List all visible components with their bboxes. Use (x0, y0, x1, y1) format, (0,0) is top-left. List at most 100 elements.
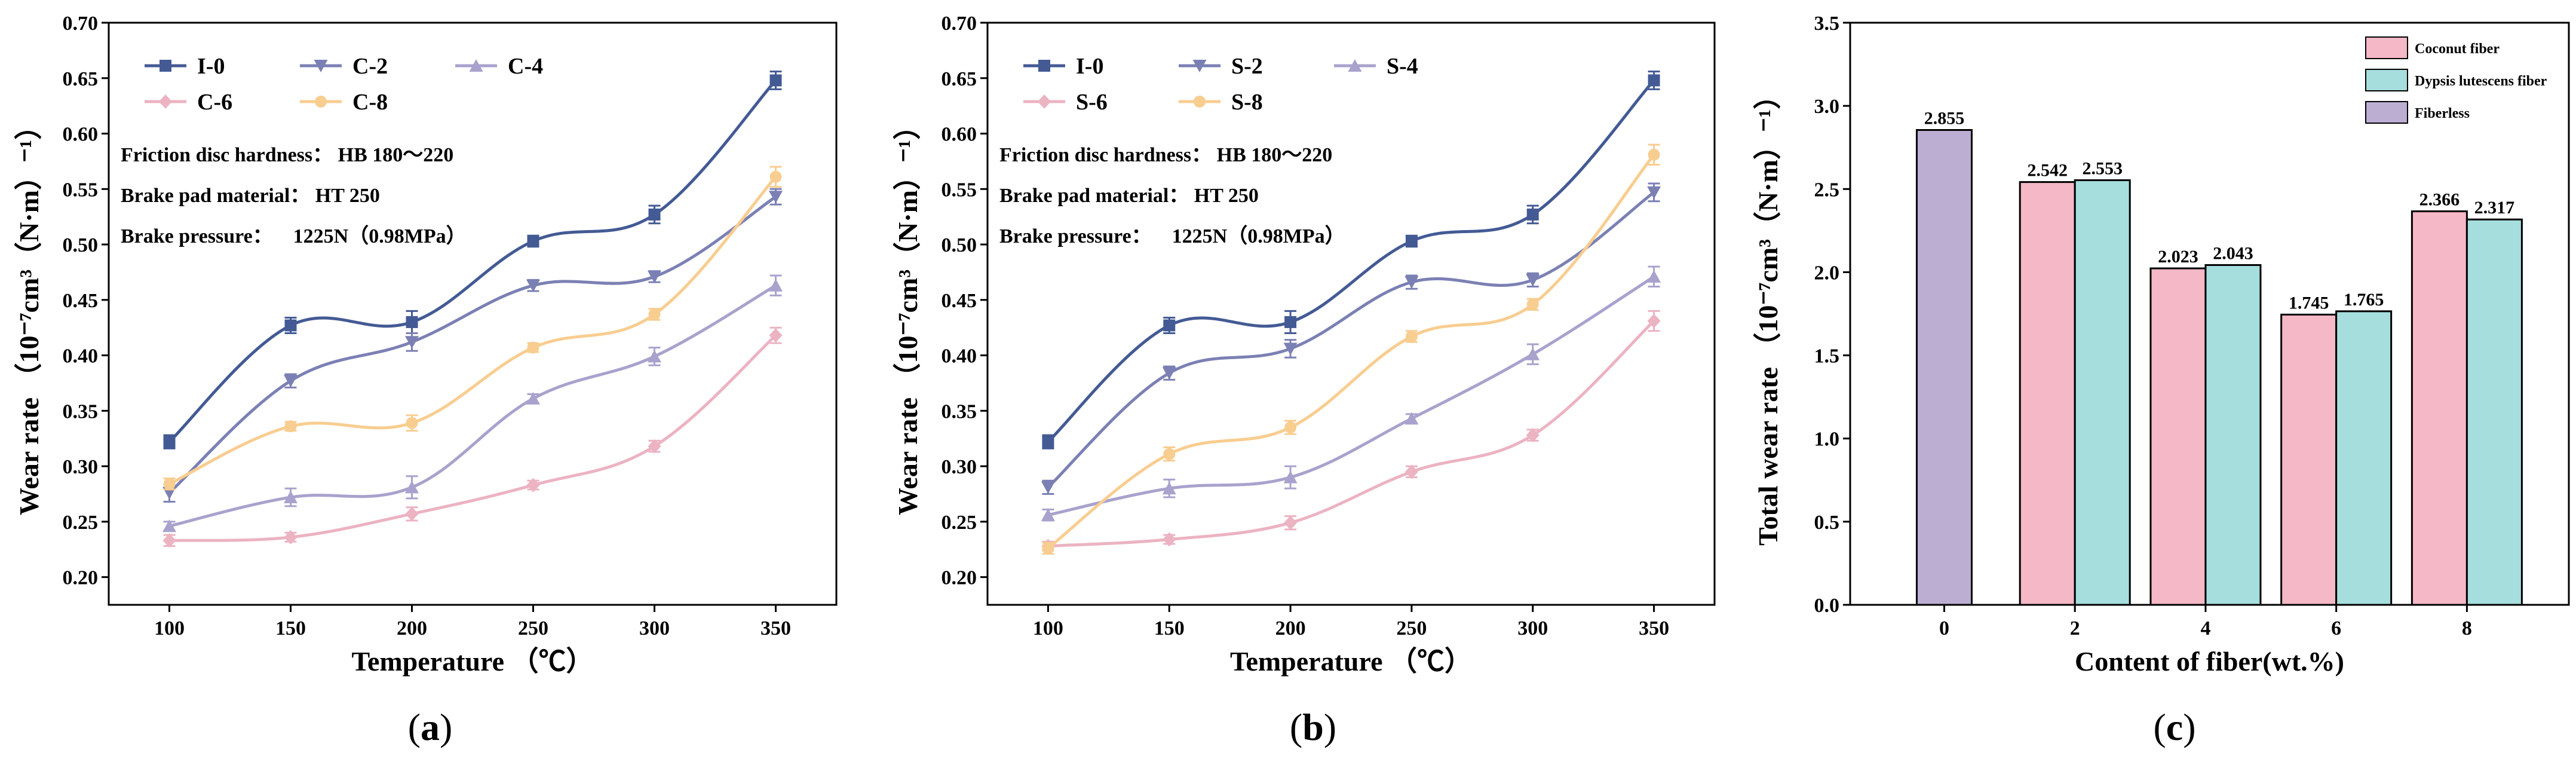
data-point-S-8 (1284, 421, 1297, 434)
y-tick-label: 0.25 (942, 512, 977, 534)
legend-swatch (2365, 69, 2408, 91)
x-axis-title: Content of fiber(wt.%) (2075, 646, 2344, 677)
bar-value-label: 2.366 (2419, 190, 2460, 210)
data-point-I-0 (284, 319, 297, 332)
bar-value-label: 1.745 (2289, 293, 2329, 313)
data-point-S-4 (1283, 470, 1298, 484)
note-1: Brake pad material： HT 250 (999, 185, 1259, 207)
panel-label-b-letter: b (1302, 706, 1324, 748)
legend-marker (314, 60, 328, 72)
legend-item-I-0: I-0 (145, 54, 225, 79)
data-point-I-0 (1163, 319, 1176, 332)
legend-label: I-0 (1076, 54, 1103, 79)
panel-label-c: (c) (2153, 706, 2195, 748)
legend-label: C-4 (508, 54, 543, 79)
legend-label: I-0 (197, 54, 225, 79)
data-point-S-8 (1648, 148, 1660, 161)
legend-item-C-8: C-8 (300, 90, 388, 115)
data-point-S-4 (1647, 270, 1661, 283)
plot-frame (986, 22, 1716, 606)
legend-marker (1038, 60, 1050, 72)
legend-marker (159, 94, 172, 109)
series-line-I-0 (168, 79, 777, 443)
data-point-S-6 (1647, 314, 1661, 329)
panel-b: 0.20 0.25 0.30 0.35 0.40 0.45 0.50 0.55 0.60 0.65… (893, 13, 1716, 677)
legend-marker (1192, 60, 1207, 72)
y-tick-label: 0.65 (942, 68, 977, 90)
note-0: Friction disc hardness： HB 180～220 (121, 144, 453, 166)
note-2: Brake pressure： 1225N（0.98MPa） (121, 224, 467, 247)
y-tick-label: 0.30 (942, 456, 977, 478)
bar-value-label: 1.765 (2344, 290, 2384, 310)
x-tick-label: 250 (518, 617, 548, 639)
data-point-S-8 (1163, 448, 1176, 460)
bar-value-label: 2.553 (2082, 159, 2123, 179)
data-point-C-2 (405, 336, 419, 349)
y-axis-title: Wear rate （10⁻⁷cm³（N·m）⁻¹） (14, 112, 44, 515)
x-tick-label: 300 (639, 617, 670, 639)
y-tick-label: 0.50 (63, 234, 99, 256)
y-tick-label: 1.0 (1814, 429, 1840, 451)
data-point-S-2 (1647, 186, 1661, 199)
data-point-I-0 (1284, 316, 1297, 328)
bar-Dypsis lutescens fiber-8 (2465, 218, 2523, 606)
y-tick-label: 0.55 (942, 179, 977, 201)
y-tick-label: 2.5 (1814, 179, 1840, 201)
bar-value-label: 2.542 (2027, 161, 2068, 180)
legend-label: C-8 (352, 90, 388, 115)
x-axis-title: Temperature （℃） (1230, 646, 1472, 677)
data-point-S-6 (1163, 532, 1176, 547)
data-point-I-0 (1526, 208, 1539, 221)
y-tick-label: 0.5 (1814, 512, 1840, 534)
series-line-C-8 (168, 176, 777, 486)
data-point-C-2 (648, 270, 661, 283)
series-I-0 (163, 71, 782, 449)
data-point-C-4 (648, 350, 661, 363)
data-point-I-0 (648, 208, 661, 221)
y-tick-label: 0.60 (942, 124, 977, 146)
data-point-S-8 (1526, 298, 1539, 311)
legend-marker (315, 96, 327, 108)
x-tick-label: 350 (760, 617, 791, 639)
legend-marker (1194, 96, 1206, 108)
series-line-C-6 (169, 334, 777, 542)
bar-Coconut fiber-6 (2280, 313, 2338, 606)
data-point-S-4 (1404, 412, 1419, 425)
data-point-S-4 (1041, 508, 1055, 521)
y-tick-label: 0.70 (63, 13, 99, 35)
data-point-C-6 (526, 478, 540, 492)
data-point-C-4 (769, 279, 783, 292)
data-point-C-6 (769, 328, 783, 343)
legend-item-I-0: I-0 (1023, 54, 1103, 79)
legend-item-Fiberless: Fiberless (2365, 101, 2470, 124)
bar-Coconut fiber-2 (2019, 181, 2076, 606)
data-point-C-4 (284, 491, 298, 504)
data-point-C-8 (284, 420, 297, 433)
legend-label: S-6 (1076, 90, 1108, 115)
y-tick-label: 0.40 (942, 345, 977, 368)
legend-label: C-2 (352, 54, 388, 79)
note-1: Brake pad material： HT 250 (121, 185, 380, 207)
x-tick-label: 6 (2331, 617, 2341, 639)
bar-value-label: 2.023 (2158, 247, 2198, 267)
y-tick-label: 0.20 (63, 567, 99, 589)
legend-item-S-2: S-2 (1179, 54, 1263, 79)
y-tick-label: 0.40 (63, 345, 99, 368)
x-tick-label: 200 (1275, 617, 1306, 639)
legend-label: C-6 (197, 90, 232, 115)
x-tick-label: 2 (2070, 617, 2080, 639)
y-tick-label: 0.65 (63, 68, 99, 90)
panel-label-a: (a) (408, 706, 453, 748)
legend-label: S-2 (1231, 54, 1263, 79)
bar-Fiberless-0 (1915, 128, 1973, 606)
legend-label: Coconut fiber (2415, 41, 2500, 57)
data-point-C-8 (406, 417, 418, 429)
series-line-S-2 (1047, 191, 1655, 489)
legend-item-S-4: S-4 (1334, 54, 1418, 79)
data-point-S-2 (1283, 342, 1298, 356)
data-point-S-6 (1404, 464, 1418, 479)
y-tick-label: 0.35 (63, 400, 99, 423)
x-tick-label: 150 (1154, 617, 1185, 639)
y-tick-label: 3.0 (1814, 96, 1840, 118)
